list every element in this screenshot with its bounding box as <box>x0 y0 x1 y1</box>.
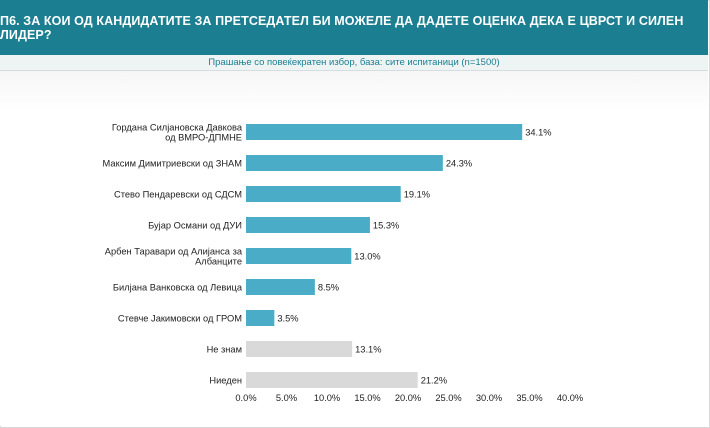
value-label: 8.5% <box>318 283 339 293</box>
bar <box>246 279 315 295</box>
value-label: 19.1% <box>404 190 430 200</box>
bar <box>246 248 352 264</box>
bar <box>246 310 275 326</box>
value-label: 21.2% <box>421 376 447 386</box>
category-label: Стевче Јакимовски од ГРОМ <box>118 314 242 324</box>
category-label: Бујар Османи од ДУИ <box>148 221 242 231</box>
category-label: Стево Пендаревски од СДСМ <box>114 190 242 200</box>
category-label: Не знам <box>207 345 242 355</box>
category-label: Билјана Ванковска од Левица <box>113 283 243 293</box>
value-label: 13.1% <box>355 345 381 355</box>
x-tick-label: 5.0% <box>276 393 297 403</box>
chart-title: П6. ЗА КОИ ОД КАНДИДАТИТЕ ЗА ПРЕТСЕДАТЕЛ… <box>0 0 708 55</box>
x-tick-label: 30.0% <box>476 393 502 403</box>
category-label: Гордана Силјановска Давкова од ВМРО-ДПМНЕ <box>112 123 243 143</box>
value-label: 24.3% <box>446 159 472 169</box>
chart-area: Гордана Силјановска Давкова од ВМРО-ДПМНЕ… <box>0 71 708 426</box>
bar <box>246 124 523 140</box>
x-tick-label: 20.0% <box>395 393 421 403</box>
bar <box>246 217 370 233</box>
category-label: Арбен Таравари од Алијанса за Албанците <box>105 247 243 267</box>
x-tick-label: 10.0% <box>314 393 340 403</box>
category-label: Максим Димитриевски од ЗНАМ <box>103 159 242 169</box>
x-tick-label: 0.0% <box>235 393 256 403</box>
bar <box>246 186 401 202</box>
x-tick-label: 15.0% <box>354 393 380 403</box>
category-label: Ниеден <box>209 376 242 386</box>
value-label: 15.3% <box>373 221 399 231</box>
bar <box>246 372 418 388</box>
value-label: 3.5% <box>277 314 298 324</box>
chart-subtitle: Прашање со повеќекратен избор, база: сит… <box>0 55 708 71</box>
bar-chart: Гордана Силјановска Давкова од ВМРО-ДПМНЕ… <box>103 123 584 404</box>
x-tick-label: 40.0% <box>557 393 583 403</box>
value-label: 13.0% <box>354 252 380 262</box>
bar <box>246 341 353 357</box>
x-tick-label: 35.0% <box>516 393 542 403</box>
value-label: 34.1% <box>525 128 551 138</box>
x-tick-label: 25.0% <box>435 393 461 403</box>
bar <box>246 155 443 171</box>
